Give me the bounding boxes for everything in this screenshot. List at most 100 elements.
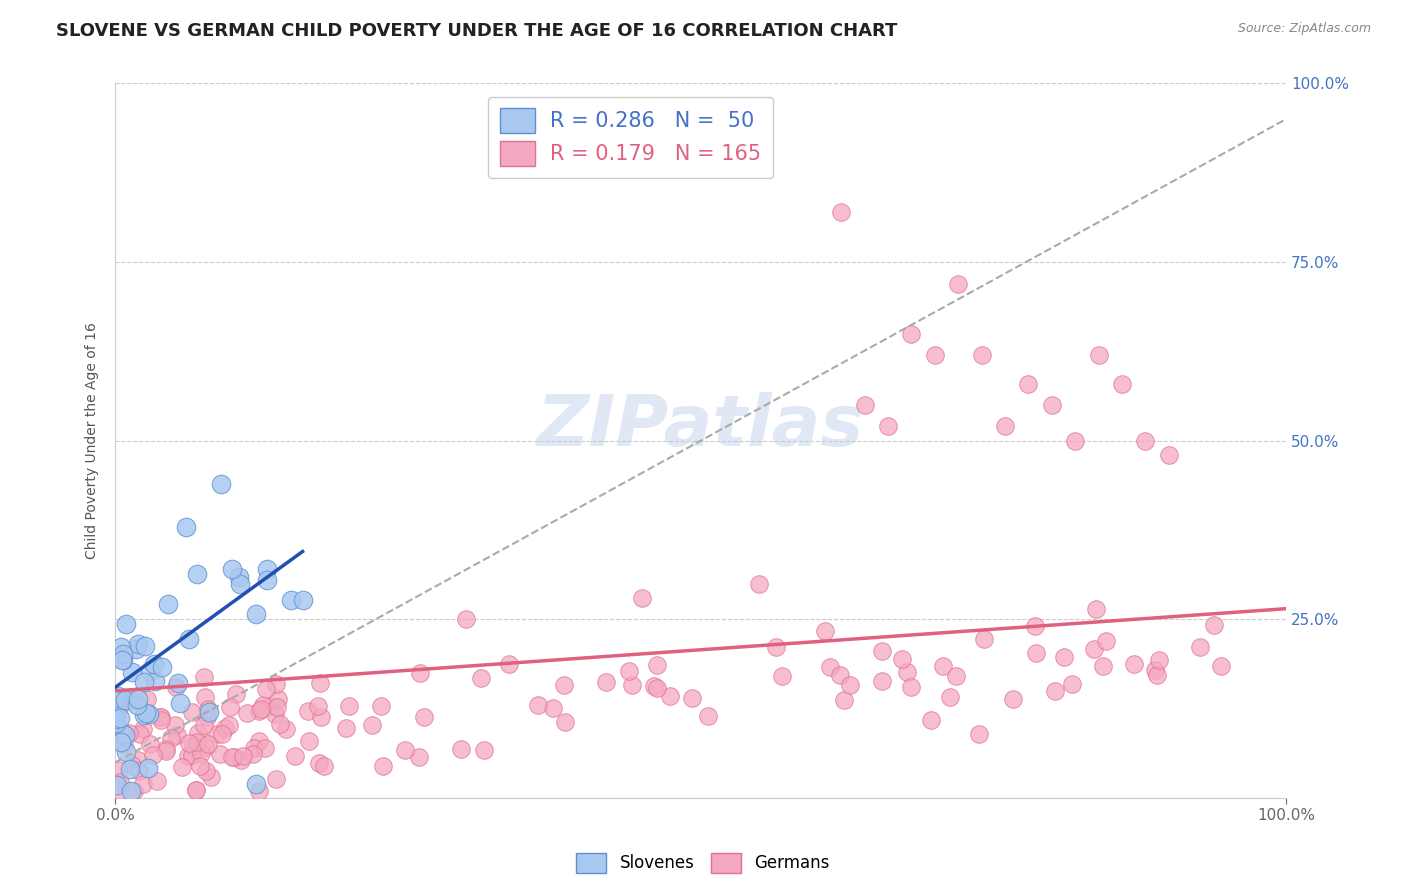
Point <box>114 617 136 632</box>
Point <box>946 277 969 291</box>
Point <box>235 706 257 721</box>
Point <box>127 753 149 767</box>
Point <box>1025 646 1047 660</box>
Point <box>254 682 277 697</box>
Point <box>121 757 143 772</box>
Point <box>266 677 288 691</box>
Point <box>193 718 215 732</box>
Point <box>595 675 617 690</box>
Point <box>853 398 876 412</box>
Point <box>160 731 183 745</box>
Point <box>412 709 434 723</box>
Point <box>1095 633 1118 648</box>
Point <box>554 714 576 729</box>
Point <box>190 746 212 760</box>
Point <box>394 743 416 757</box>
Point <box>1122 657 1144 672</box>
Point <box>245 607 267 621</box>
Point <box>127 637 149 651</box>
Point <box>247 784 270 798</box>
Point <box>620 678 643 692</box>
Point <box>129 727 152 741</box>
Point <box>198 706 221 720</box>
Point <box>110 640 132 654</box>
Point <box>247 704 270 718</box>
Point <box>284 749 307 764</box>
Point <box>228 570 250 584</box>
Point <box>195 710 218 724</box>
Point <box>250 701 273 715</box>
Point <box>166 728 188 742</box>
Point <box>188 759 211 773</box>
Point <box>104 712 127 726</box>
Point <box>135 706 157 720</box>
Point <box>184 783 207 797</box>
Point <box>307 698 329 713</box>
Point <box>1144 663 1167 677</box>
Point <box>994 419 1017 434</box>
Point <box>872 673 894 688</box>
Point <box>335 721 357 735</box>
Point <box>450 742 472 756</box>
Point <box>1062 677 1084 691</box>
Point <box>645 681 668 695</box>
Text: ZIPatlas: ZIPatlas <box>537 392 865 461</box>
Point <box>200 770 222 784</box>
Point <box>186 735 208 749</box>
Point <box>1087 348 1109 362</box>
Point <box>456 612 478 626</box>
Point <box>1083 642 1105 657</box>
Point <box>970 348 993 362</box>
Point <box>263 706 285 721</box>
Point <box>770 669 793 683</box>
Point <box>152 659 174 673</box>
Point <box>186 567 208 582</box>
Point <box>266 700 288 714</box>
Point <box>541 701 564 715</box>
Point <box>408 750 430 764</box>
Point <box>108 784 131 798</box>
Point <box>939 690 962 704</box>
Point <box>166 676 188 690</box>
Point <box>274 722 297 736</box>
Point <box>1111 376 1133 391</box>
Point <box>177 736 200 750</box>
Point <box>107 689 129 703</box>
Point <box>107 763 129 777</box>
Point <box>256 562 278 576</box>
Point <box>253 741 276 756</box>
Point <box>194 739 217 754</box>
Point <box>920 713 942 727</box>
Point <box>209 476 232 491</box>
Point <box>361 717 384 731</box>
Point <box>1085 602 1108 616</box>
Point <box>114 693 136 707</box>
Legend: R = 0.286   N =  50, R = 0.179   N = 165: R = 0.286 N = 50, R = 0.179 N = 165 <box>488 96 773 178</box>
Point <box>122 784 145 798</box>
Point <box>870 644 893 658</box>
Point <box>110 775 132 789</box>
Point <box>149 710 172 724</box>
Point <box>145 774 167 789</box>
Point <box>1017 376 1039 391</box>
Point <box>142 747 165 762</box>
Point <box>225 687 247 701</box>
Point <box>1157 448 1180 462</box>
Point <box>221 562 243 576</box>
Point <box>194 764 217 779</box>
Point <box>174 519 197 533</box>
Point <box>659 690 682 704</box>
Point <box>136 691 159 706</box>
Point <box>896 665 918 679</box>
Point <box>128 764 150 778</box>
Point <box>180 747 202 762</box>
Point <box>117 726 139 740</box>
Point <box>139 665 162 679</box>
Point <box>291 592 314 607</box>
Point <box>297 734 319 748</box>
Point <box>280 593 302 607</box>
Point <box>110 710 132 724</box>
Point <box>765 640 787 654</box>
Point <box>110 735 132 749</box>
Point <box>125 642 148 657</box>
